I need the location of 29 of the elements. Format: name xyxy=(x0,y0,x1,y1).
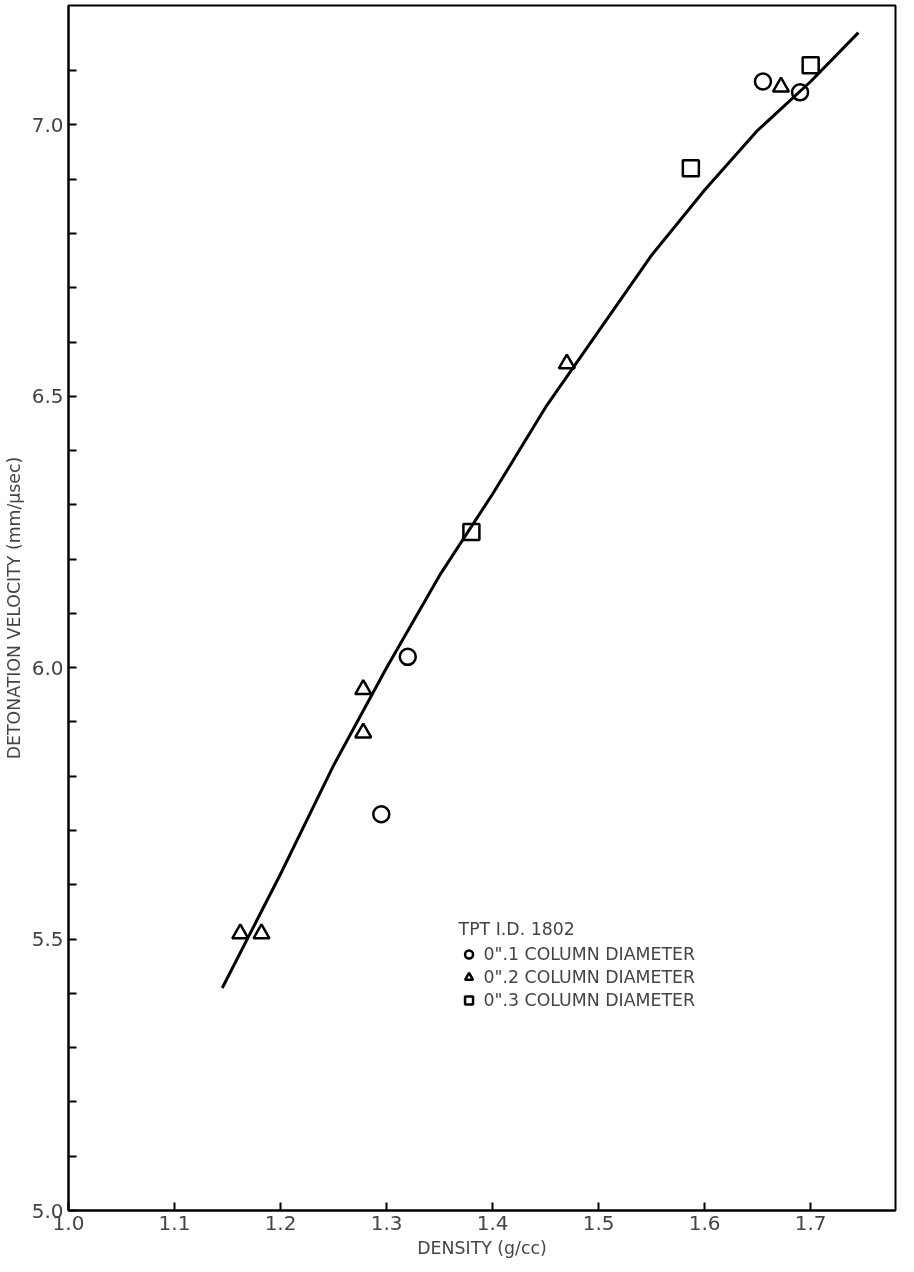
point xyxy=(231,923,250,940)
y-axis-title: DETONATION VELOCITY (mm/μsec) xyxy=(3,456,24,760)
point xyxy=(398,647,418,667)
x-tick-label: 1.2 xyxy=(264,1210,297,1235)
point xyxy=(354,678,373,696)
point xyxy=(252,923,271,940)
y-tick-label: 6.0 xyxy=(31,655,64,680)
x-tick-label: 1.7 xyxy=(794,1210,827,1235)
x-tick-label: 1.3 xyxy=(370,1210,403,1235)
point xyxy=(801,55,820,75)
y-tick-label: 7.0 xyxy=(31,112,64,137)
x-axis-title: DENSITY (g/cc) xyxy=(417,1237,547,1258)
legend-label: 0".3 COLUMN DIAMETER xyxy=(483,990,695,1010)
point xyxy=(681,159,701,178)
point xyxy=(557,353,577,370)
x-tick-label: 1.4 xyxy=(476,1210,509,1235)
legend-label: 0".1 COLUMN DIAMETER xyxy=(483,944,695,964)
legend-title: TPT I.D. 1802 xyxy=(458,919,576,939)
point xyxy=(354,722,373,739)
legend-label: 0".2 COLUMN DIAMETER xyxy=(483,967,695,987)
point xyxy=(753,72,773,91)
x-tick-label: 1.5 xyxy=(582,1210,615,1235)
y-tick-label: 5.5 xyxy=(31,927,64,952)
x-tick-label: 1.1 xyxy=(158,1210,191,1235)
y-tick-label: 6.5 xyxy=(31,384,64,409)
point xyxy=(462,522,481,542)
line-series xyxy=(220,31,860,990)
x-tick-label: 1.6 xyxy=(688,1210,721,1235)
point xyxy=(790,83,810,102)
